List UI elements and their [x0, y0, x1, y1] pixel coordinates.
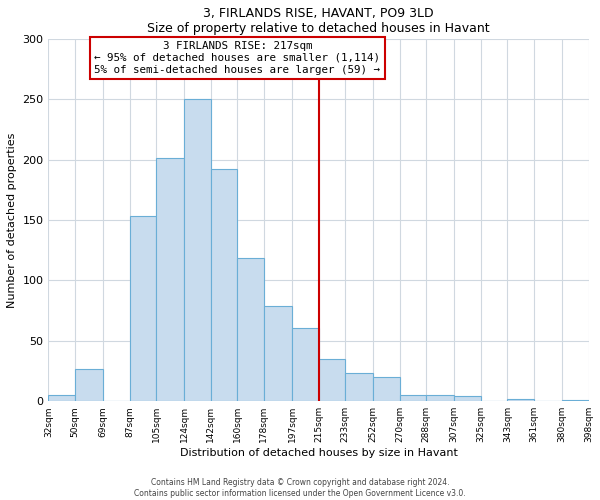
Y-axis label: Number of detached properties: Number of detached properties [7, 132, 17, 308]
Bar [400, 395, 426, 402]
Bar [508, 399, 534, 402]
Bar [264, 306, 292, 402]
Bar [292, 328, 319, 402]
Bar [562, 400, 589, 402]
Bar [319, 359, 345, 402]
Bar [238, 258, 264, 402]
Text: 3 FIRLANDS RISE: 217sqm
← 95% of detached houses are smaller (1,114)
5% of semi-: 3 FIRLANDS RISE: 217sqm ← 95% of detache… [94, 42, 380, 74]
Bar [130, 216, 156, 402]
Bar [454, 396, 481, 402]
Bar [211, 170, 238, 402]
Bar [426, 395, 454, 402]
Bar [75, 368, 103, 402]
Bar [373, 377, 400, 402]
Bar [49, 395, 75, 402]
Text: Contains HM Land Registry data © Crown copyright and database right 2024.
Contai: Contains HM Land Registry data © Crown c… [134, 478, 466, 498]
X-axis label: Distribution of detached houses by size in Havant: Distribution of detached houses by size … [179, 448, 457, 458]
Title: 3, FIRLANDS RISE, HAVANT, PO9 3LD
Size of property relative to detached houses i: 3, FIRLANDS RISE, HAVANT, PO9 3LD Size o… [147, 7, 490, 35]
Bar [345, 374, 373, 402]
Bar [184, 100, 211, 402]
Bar [156, 158, 184, 402]
